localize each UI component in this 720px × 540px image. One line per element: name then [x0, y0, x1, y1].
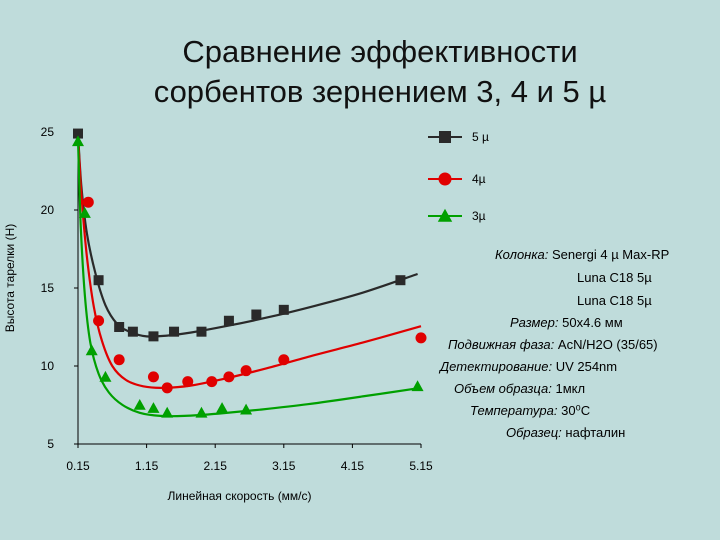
- data-point-triangle: [72, 135, 84, 147]
- y-tick-label: 10: [41, 359, 55, 373]
- condition-value: AcN/H2O (35/65): [557, 337, 658, 352]
- condition-value: нафталин: [565, 425, 626, 440]
- condition-row: Luna C18 5µ: [577, 293, 652, 308]
- data-point-triangle: [216, 402, 229, 413]
- condition-value: Luna C18 5µ: [577, 293, 652, 308]
- title-line-1: Сравнение эффективности: [182, 34, 578, 69]
- title-line-2: сорбентов зернением 3, 4 и 5 µ: [153, 74, 607, 109]
- data-point-square: [114, 322, 125, 332]
- x-tick-label: 4.15: [341, 459, 365, 473]
- data-point-triangle: [99, 370, 112, 382]
- data-point-circle: [415, 332, 427, 344]
- condition-key: Детектирование:: [440, 359, 553, 374]
- data-point-circle: [206, 376, 218, 388]
- data-point-triangle: [411, 380, 424, 392]
- data-point-square: [278, 304, 289, 315]
- condition-row: Luna C18 5µ: [577, 270, 652, 285]
- data-point-circle: [161, 382, 173, 394]
- legend: 5 µ 4µ 3µ: [428, 130, 489, 223]
- x-tick-label: 3.15: [272, 459, 296, 473]
- condition-key: Температура:: [470, 403, 558, 418]
- data-point-square: [127, 326, 138, 337]
- condition-row: Объем образца: 1мкл: [454, 381, 585, 396]
- data-point-circle: [82, 196, 94, 208]
- condition-key: Образец:: [506, 425, 562, 440]
- data-point-circle: [93, 315, 105, 327]
- legend-label: 4µ: [472, 172, 486, 186]
- data-point-triangle: [85, 344, 98, 356]
- data-point-triangle: [78, 207, 91, 218]
- condition-value: UV 254nm: [555, 359, 618, 374]
- x-tick-label: 0.15: [66, 459, 90, 473]
- data-point-triangle: [147, 402, 160, 413]
- condition-value: Senergi 4 µ Max-RP: [551, 247, 670, 262]
- series-curves: [76, 133, 422, 418]
- condition-row: Детектирование: UV 254nm: [440, 359, 617, 374]
- data-point-square: [395, 275, 406, 286]
- series-markers: [72, 128, 427, 418]
- data-point-square: [223, 315, 234, 326]
- y-tick-label: 5: [47, 437, 54, 451]
- condition-key: Размер:: [510, 315, 559, 330]
- y-axis-label: Высота тарелки (H): [3, 224, 17, 332]
- data-point-circle: [278, 354, 290, 366]
- condition-value: 1мкл: [555, 381, 586, 396]
- condition-row: Температура: 30⁰C: [470, 403, 590, 419]
- legend-marker-square: [439, 131, 451, 143]
- legend-marker-triangle: [437, 208, 453, 222]
- data-point-triangle: [161, 406, 174, 418]
- x-tick-label: 1.15: [135, 459, 159, 473]
- y-tick-label: 20: [41, 203, 55, 217]
- legend-marker-circle: [438, 172, 452, 186]
- legend-label: 3µ: [472, 209, 486, 223]
- condition-value: 30⁰C: [561, 403, 591, 418]
- data-point-circle: [240, 365, 252, 377]
- condition-row: Подвижная фаза: AcN/H2O (35/65): [448, 337, 658, 352]
- series-curve-square: [76, 133, 418, 338]
- condition-value: Luna C18 5µ: [577, 270, 652, 285]
- condition-key: Колонка:: [495, 247, 549, 262]
- condition-value: 50x4.6 мм: [562, 315, 623, 330]
- chart-title: Сравнение эффективности сорбентов зернен…: [60, 32, 700, 112]
- condition-row: Колонка: Senergi 4 µ Max-RP: [495, 247, 669, 262]
- data-point-square: [148, 331, 159, 342]
- x-tick-label: 5.15: [409, 459, 433, 473]
- condition-row: Образец: нафталин: [506, 425, 625, 440]
- data-point-circle: [147, 371, 159, 383]
- data-point-circle: [182, 376, 194, 388]
- data-point-square: [251, 309, 262, 320]
- axes: 5 10 15 20 25 0.15 1.15 2.15 3.15 4.15 5.15 Линейна…: [3, 125, 433, 503]
- data-point-triangle: [195, 406, 208, 418]
- condition-row: Размер: 50x4.6 мм: [510, 315, 623, 330]
- data-point-square: [93, 275, 104, 286]
- data-point-circle: [113, 354, 125, 366]
- x-axis-label: Линейная скорость (мм/с): [167, 489, 311, 503]
- y-tick-label: 25: [41, 125, 55, 139]
- condition-key: Объем образца:: [454, 381, 552, 396]
- legend-label: 5 µ: [472, 130, 489, 144]
- y-tick-label: 15: [41, 281, 55, 295]
- data-point-circle: [223, 371, 235, 383]
- data-point-triangle: [240, 403, 253, 415]
- condition-key: Подвижная фаза:: [448, 337, 555, 352]
- x-tick-label: 2.15: [204, 459, 228, 473]
- data-point-square: [169, 326, 180, 337]
- series-curve-triangle: [76, 139, 422, 418]
- data-point-triangle: [133, 399, 146, 410]
- series-curve-circle: [76, 135, 422, 389]
- data-point-square: [73, 128, 83, 139]
- data-point-square: [196, 326, 207, 337]
